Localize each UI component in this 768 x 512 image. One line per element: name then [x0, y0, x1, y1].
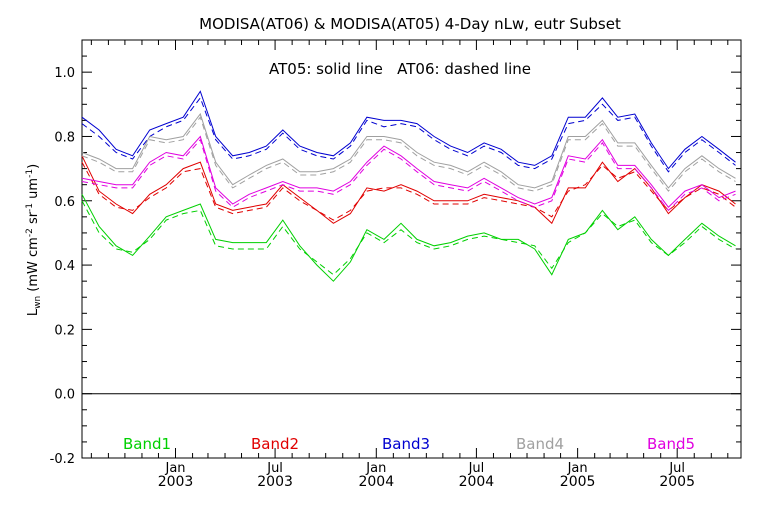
y-tick-label: -0.2: [50, 452, 75, 467]
axis-ticks: [82, 39, 741, 459]
y-label-sup3: -1: [25, 169, 35, 178]
legend-band4: Band4: [516, 435, 564, 453]
x-tick-year: 2005: [659, 474, 695, 490]
y-label-main: L: [26, 308, 41, 316]
y-tick-label: 0.8: [54, 130, 75, 145]
series-band2-dashed: [81, 161, 736, 221]
x-tick-year: 2005: [560, 474, 596, 490]
x-tick-month: Jul: [468, 461, 485, 476]
x-tick-labels: Jan2003Jul2003Jan2004Jul2004Jan2005Jul20…: [158, 461, 695, 490]
y-tick-label: 1.0: [54, 66, 75, 81]
series-band5-dashed: [81, 138, 736, 212]
legend-band2: Band2: [251, 435, 299, 453]
y-tick-label: 0.0: [54, 388, 75, 403]
legend-band3: Band3: [382, 435, 430, 453]
y-label-sup2: -1: [25, 203, 35, 212]
legend-band5: Band5: [647, 435, 695, 453]
series-band4-dashed: [81, 116, 736, 192]
series-band2-solid: [81, 155, 736, 225]
series-band3-dashed: [81, 96, 736, 173]
y-tick-label: 0.4: [54, 259, 75, 274]
series-band1-dashed: [81, 200, 736, 276]
x-tick-year: 2004: [459, 474, 495, 490]
series-lines: [81, 90, 736, 282]
x-tick-year: 2003: [257, 474, 293, 490]
series-band4-solid: [81, 112, 736, 189]
series-band3-solid: [81, 90, 736, 170]
y-label-sub: wn: [33, 296, 43, 309]
x-tick-month: Jan: [567, 461, 588, 476]
plot-border: [81, 39, 742, 459]
plot-frame: [81, 39, 742, 459]
y-label-mid: sr: [26, 211, 41, 228]
legend-band1: Band1: [123, 435, 171, 453]
x-tick-month: Jul: [266, 461, 283, 476]
y-tick-label: 0.2: [54, 323, 75, 338]
line-style-annotation: AT05: solid line AT06: dashed line: [269, 60, 531, 78]
x-tick-month: Jul: [668, 461, 685, 476]
y-tick-labels: -0.2 0.0 0.2 0.4 0.6 0.8 1.0: [50, 66, 75, 467]
y-label-sup1: -2: [25, 228, 35, 237]
series-band1-solid: [81, 194, 736, 282]
x-tick-year: 2004: [358, 474, 394, 490]
y-label-mid2: um: [26, 178, 41, 203]
x-tick-year: 2003: [158, 474, 194, 490]
y-label-units: (mW cm: [26, 237, 41, 296]
chart-title: MODISA(AT06) & MODISA(AT05) 4-Day nLw, e…: [199, 15, 621, 33]
legend: Band1 Band2 Band3 Band4 Band5: [123, 435, 695, 453]
series-band5-solid: [81, 135, 736, 208]
x-tick-month: Jan: [164, 461, 185, 476]
x-tick-month: Jan: [365, 461, 386, 476]
y-axis-label: Lwn (mW cm-2 sr-1 um-1): [25, 164, 43, 316]
y-tick-label: 0.6: [54, 195, 75, 210]
y-label-end: ): [26, 164, 41, 169]
